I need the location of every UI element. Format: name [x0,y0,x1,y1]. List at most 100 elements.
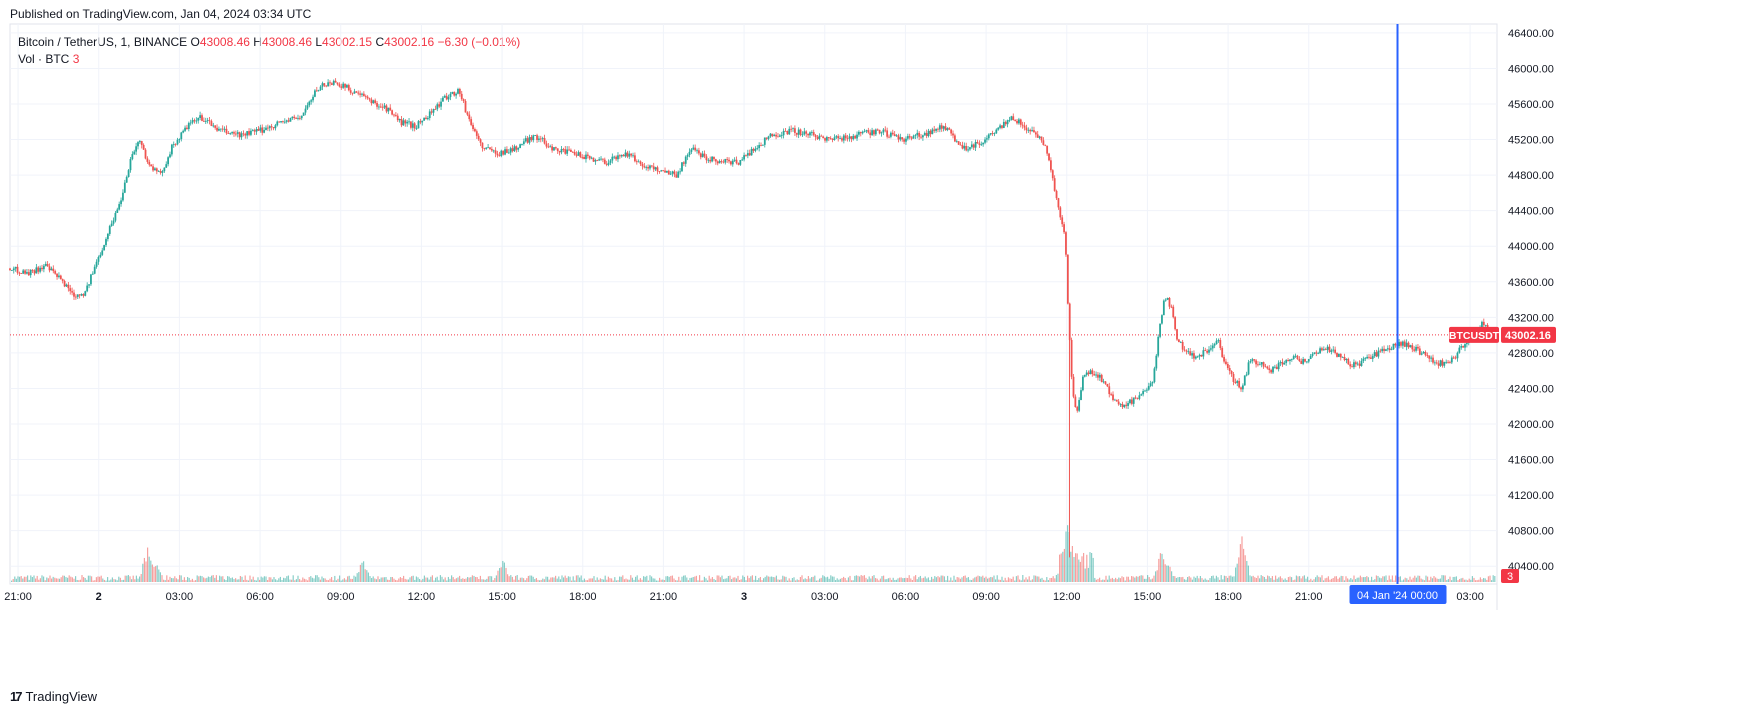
volume-bar [108,580,110,582]
volume-bar [729,575,731,582]
candle-body [1025,127,1028,131]
candle-body [336,82,339,85]
candle-body [778,135,781,137]
volume-bar [1022,575,1024,582]
candle-body [541,138,544,139]
candle-body [1196,356,1199,358]
candle-body [547,146,550,148]
candle-body [1268,368,1271,371]
candle-body [1168,297,1171,307]
volume-bar [1254,577,1256,582]
candle-body [1236,380,1239,383]
volume-bar [823,576,825,582]
candle-body [242,133,245,135]
volume-bar [438,580,440,582]
candle-body [80,294,83,296]
volume-bar [497,570,499,582]
volume-bar [1038,576,1040,582]
volume-bar [1403,579,1405,582]
volume-bar [116,580,118,582]
volume-bar [803,579,805,582]
candle-body [746,153,749,156]
volume-bar [1249,575,1251,582]
candle-body [487,147,489,149]
volume-bar [1483,578,1485,582]
volume-bar [1275,575,1277,582]
time-tick-label: 3 [741,591,747,603]
volume-bar [561,575,563,582]
candle-body [374,100,377,103]
volume-bar [153,566,155,582]
volume-bar [316,575,318,582]
candle-body [1313,352,1316,354]
volume-bar [303,578,305,582]
volume-bar [1169,566,1171,582]
candle-body [289,118,292,122]
volume-bar [929,580,931,582]
candle-body [794,128,796,133]
candle-body [402,120,405,126]
volume-bar [939,577,941,582]
candle-body [575,154,578,156]
volume-bar [15,578,17,582]
volume-bar [423,575,425,582]
volume-row[interactable]: Vol · BTC 3 [18,51,520,68]
volume-bar [543,579,545,582]
volume-bar [753,579,755,582]
candle-body [9,268,11,271]
candle-body [1206,350,1209,353]
volume-bar [17,576,19,582]
candle-body [306,105,309,109]
volume-bar [260,576,262,582]
tradingview-logo[interactable]: 17 TradingView [10,689,97,704]
candle-body [12,268,15,271]
time-tick-label: 15:00 [488,591,516,603]
time-tick-label: 03:00 [1456,591,1484,603]
volume-bar [1185,579,1187,582]
candle-body [426,118,429,120]
volume-bar [1315,577,1317,582]
candle-body [690,149,693,152]
volume-bar [657,580,659,582]
volume-bar [1137,576,1139,582]
volume-bar [1065,531,1067,582]
candle-body [54,271,57,274]
volume-bar [721,575,723,582]
candle-body [1405,342,1408,347]
volume-bar [569,576,571,582]
volume-bar [990,576,992,582]
volume-bar [614,577,616,582]
candle-body [140,141,143,145]
candle-body [876,129,879,131]
candle-body [1213,344,1216,346]
candle-body [1415,346,1417,351]
volume-bar [503,562,505,582]
time-tick-label: 12:00 [408,591,436,603]
volume-bar [235,578,237,582]
candle-body [195,120,198,122]
volume-bar [185,580,187,582]
volume-bar [1463,579,1465,582]
volume-bar [1371,576,1373,582]
candle-body [1194,356,1197,359]
volume-bar [654,578,656,582]
volume-bar [646,575,648,582]
candle-body [63,280,66,287]
volume-bar [215,575,217,582]
candle-body [1172,306,1175,318]
candle-body [795,132,798,135]
candle-body [897,135,900,140]
volume-bar [166,575,168,582]
volume-bar [335,580,337,582]
candle-body [1362,358,1365,361]
volume-bar [601,579,603,582]
symbol-description[interactable]: Bitcoin / TetherUS, 1, BINANCE [18,35,188,49]
volume-bar [284,578,286,582]
volume-value: 3 [72,52,80,66]
candle-body [138,141,141,143]
volume-bar [943,576,945,582]
volume-bar [1201,578,1203,582]
volume-bar [1025,577,1027,582]
candle-body [88,284,90,286]
